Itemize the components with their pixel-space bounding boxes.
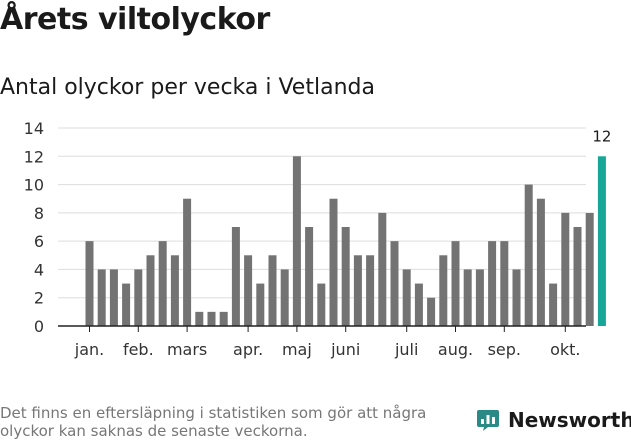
y-tick-label: 6 (34, 232, 44, 251)
bar (414, 283, 423, 326)
bar (85, 241, 94, 326)
bar (549, 283, 558, 326)
x-tick-label: mars (167, 340, 207, 359)
x-tick-label: jan. (74, 340, 104, 359)
bar (524, 184, 533, 326)
bar-latest (597, 156, 606, 326)
bar (97, 269, 106, 326)
brand: Newsworthy (476, 408, 631, 432)
y-tick-label: 14 (24, 119, 44, 138)
bar (219, 311, 228, 326)
footnote: Det finns en eftersläpning i statistiken… (0, 404, 427, 440)
x-tick-label: feb. (123, 340, 154, 359)
bar (329, 198, 338, 326)
y-tick-label: 12 (24, 147, 44, 166)
bar (451, 241, 460, 326)
bar (463, 269, 472, 326)
bar (402, 269, 411, 326)
bar (292, 156, 301, 326)
bar (280, 269, 289, 326)
y-axis-ticks: 0 2 4 6 8 10 12 14 (24, 119, 44, 336)
newsworthy-logo-icon (477, 410, 499, 431)
y-tick-label: 8 (34, 204, 44, 223)
bar (305, 227, 314, 326)
bar (475, 269, 484, 326)
y-tick-label: 10 (24, 176, 44, 195)
x-axis-ticks: jan. feb. mars apr. maj juni juli aug. sep. okt. (74, 326, 581, 359)
bar (341, 227, 350, 326)
brand-name: Newsworthy (508, 408, 631, 432)
bar (427, 297, 436, 326)
bars (85, 156, 606, 326)
bar (195, 311, 204, 326)
bar (585, 212, 594, 326)
bar (109, 269, 118, 326)
bar (158, 241, 167, 326)
chart-title: Årets viltolyckor (0, 2, 270, 37)
bar (134, 269, 143, 326)
bar (439, 255, 448, 326)
x-tick-label: apr. (233, 340, 263, 359)
bar (561, 212, 570, 326)
bar (170, 255, 179, 326)
bar (207, 311, 216, 326)
y-tick-label: 2 (34, 289, 44, 308)
bar-chart: 0 2 4 6 8 10 12 14 jan. feb. mars apr. maj juni juli a… (24, 119, 612, 359)
x-tick-label: maj (282, 340, 312, 359)
x-tick-label: juli (394, 340, 418, 359)
bar (317, 283, 326, 326)
x-tick-label: juni (330, 340, 360, 359)
bar (500, 241, 509, 326)
bar (256, 283, 265, 326)
bar (122, 283, 131, 326)
bar (573, 227, 582, 326)
bar-value-label: 12 (592, 127, 611, 145)
y-tick-label: 4 (34, 260, 44, 279)
gridlines (58, 127, 586, 299)
x-tick-label: sep. (488, 340, 521, 359)
y-tick-label: 0 (34, 317, 44, 336)
bar (488, 241, 497, 326)
bar (268, 255, 277, 326)
bar (231, 227, 240, 326)
x-tick-label: okt. (550, 340, 580, 359)
bar (512, 269, 521, 326)
x-tick-label: aug. (438, 340, 473, 359)
bar (244, 255, 253, 326)
chart-subtitle: Antal olyckor per vecka i Vetlanda (0, 75, 375, 100)
bar (366, 255, 375, 326)
bar (353, 255, 362, 326)
bar (183, 198, 192, 326)
bar (536, 198, 545, 326)
bar (146, 255, 155, 326)
bar (390, 241, 399, 326)
data-labels: 12 (592, 127, 611, 145)
bar (378, 212, 387, 326)
